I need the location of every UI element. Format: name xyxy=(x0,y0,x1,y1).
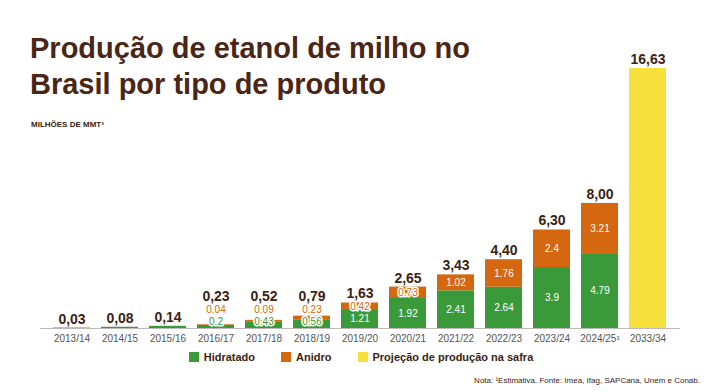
svg-text:2019/20: 2019/20 xyxy=(342,333,379,344)
svg-text:0.73: 0.73 xyxy=(398,287,418,298)
svg-text:4.79: 4.79 xyxy=(590,285,610,296)
svg-text:3,43: 3,43 xyxy=(442,257,469,273)
svg-text:1,63: 1,63 xyxy=(346,285,373,301)
svg-text:0,79: 0,79 xyxy=(298,288,325,304)
svg-text:2022/23: 2022/23 xyxy=(486,333,523,344)
svg-text:2014/15: 2014/15 xyxy=(102,333,139,344)
svg-text:2016/17: 2016/17 xyxy=(198,333,235,344)
svg-text:0.56: 0.56 xyxy=(302,316,322,327)
svg-text:1.92: 1.92 xyxy=(398,308,418,319)
svg-text:2033/34: 2033/34 xyxy=(630,333,667,344)
svg-text:2018/19: 2018/19 xyxy=(294,333,331,344)
svg-text:2.4: 2.4 xyxy=(545,243,559,254)
svg-text:0.09: 0.09 xyxy=(254,304,274,315)
html-text:Projeção de produção na safra: Projeção de produção na safra xyxy=(372,351,534,363)
svg-text:3.21: 3.21 xyxy=(590,223,610,234)
svg-text:2013/14: 2013/14 xyxy=(54,333,91,344)
svg-text:0,14: 0,14 xyxy=(154,309,181,325)
html-text:Hidratado: Hidratado xyxy=(203,351,255,363)
svg-text:0.04: 0.04 xyxy=(206,304,226,315)
svg-text:2.41: 2.41 xyxy=(446,304,466,315)
svg-text:2015/16: 2015/16 xyxy=(150,333,187,344)
svg-text:1.02: 1.02 xyxy=(446,277,466,288)
svg-text:0.2: 0.2 xyxy=(209,316,223,327)
svg-text:1.21: 1.21 xyxy=(350,313,370,324)
svg-text:0.23: 0.23 xyxy=(302,304,322,315)
svg-text:0,08: 0,08 xyxy=(106,310,133,326)
html-text:Produção de etanol de milho no: Produção de etanol de milho no Brasil po… xyxy=(30,32,470,100)
html-text:MILHÕES DE MMT³: MILHÕES DE MMT³ xyxy=(31,120,104,129)
svg-text:1.76: 1.76 xyxy=(494,268,514,279)
svg-text:2,65: 2,65 xyxy=(394,270,421,286)
svg-text:0.43: 0.43 xyxy=(254,316,274,327)
svg-text:8,00: 8,00 xyxy=(586,186,613,202)
svg-text:2023/24: 2023/24 xyxy=(534,333,571,344)
svg-text:0,03: 0,03 xyxy=(58,311,85,327)
svg-text:4,40: 4,40 xyxy=(490,242,517,258)
svg-text:2020/21: 2020/21 xyxy=(390,333,427,344)
svg-text:2021/22: 2021/22 xyxy=(438,333,475,344)
svg-text:0,23: 0,23 xyxy=(202,288,229,304)
svg-text:0.42: 0.42 xyxy=(350,300,370,311)
svg-text:16,63: 16,63 xyxy=(630,51,665,67)
html-text:Nota: ¹Estimativa. Fonte: Imea: Nota: ¹Estimativa. Fonte: Imea, Ifag, SA… xyxy=(474,376,700,385)
svg-text:3.9: 3.9 xyxy=(545,292,559,303)
svg-text:2017/18: 2017/18 xyxy=(246,333,283,344)
html-text:Anidro: Anidro xyxy=(296,351,332,363)
svg-text:0,52: 0,52 xyxy=(250,288,277,304)
svg-text:2.64: 2.64 xyxy=(494,302,514,313)
svg-text:6,30: 6,30 xyxy=(538,212,565,228)
svg-text:2024/25¹: 2024/25¹ xyxy=(580,333,620,344)
